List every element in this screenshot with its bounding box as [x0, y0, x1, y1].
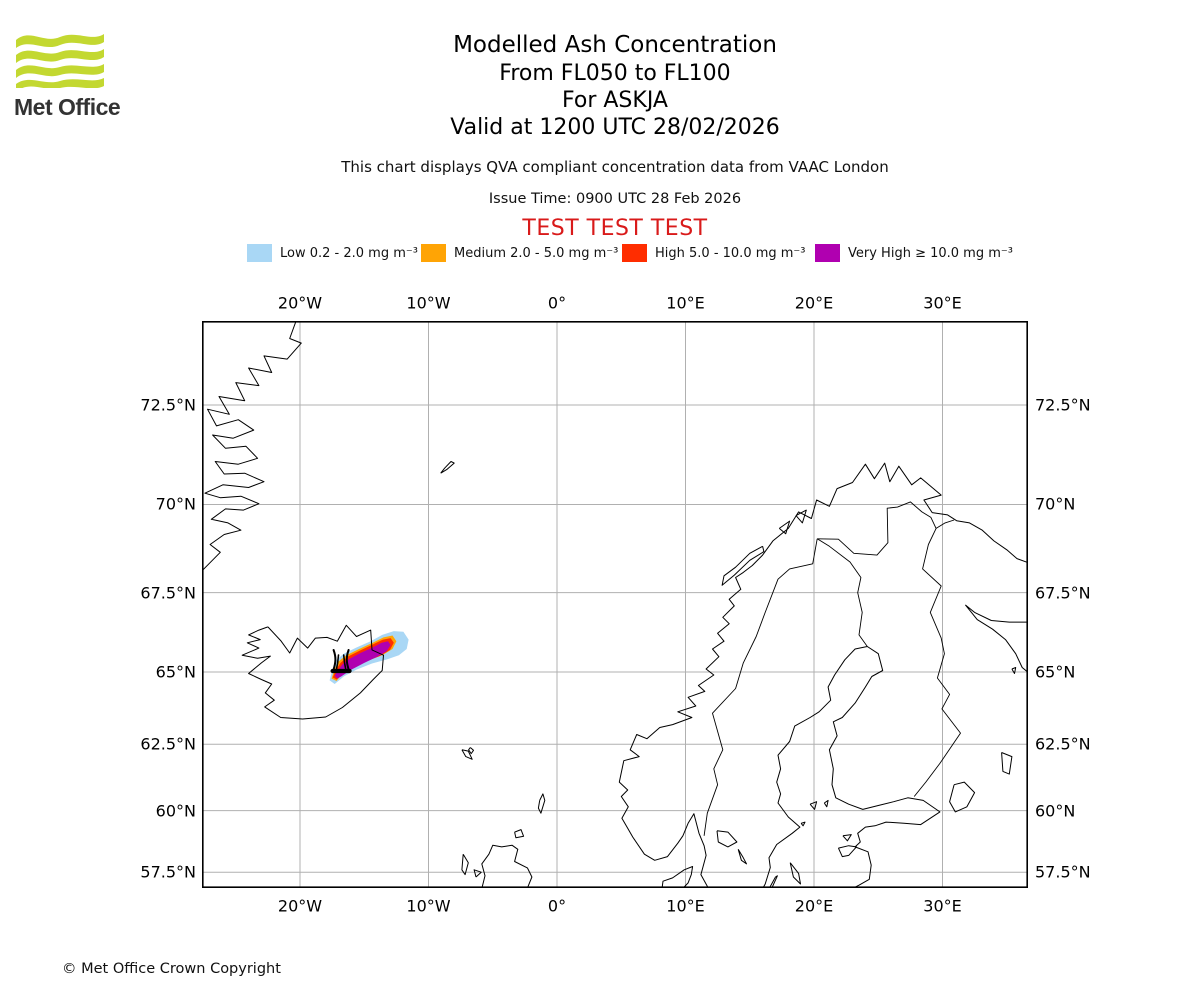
coastline	[537, 793, 546, 814]
title-block: Modelled Ash Concentration From FL050 to…	[202, 30, 1028, 141]
lat-tick-left: 60°N	[155, 801, 196, 821]
coastline	[800, 821, 806, 827]
lon-tick-top: 10°W	[406, 293, 451, 313]
coastline	[440, 461, 455, 474]
lat-tick-right: 65°N	[1035, 662, 1076, 682]
coastline	[768, 875, 778, 888]
coastline	[842, 834, 852, 842]
coastline	[618, 462, 1028, 888]
lon-tick-top: 10°E	[666, 293, 705, 313]
legend-swatch-high	[622, 244, 647, 262]
lat-tick-left: 57.5°N	[140, 862, 196, 882]
coastline	[949, 781, 976, 813]
country-border	[913, 528, 961, 797]
coastlines	[202, 321, 1028, 888]
lon-tick-bottom: 30°E	[923, 896, 962, 916]
legend-label-high: High 5.0 - 10.0 mg m⁻³	[655, 246, 806, 261]
country-border	[817, 501, 955, 556]
coastline	[737, 849, 747, 865]
coastline	[202, 321, 302, 572]
ash-plume-layers	[329, 631, 409, 684]
country-border	[703, 538, 818, 836]
coastline	[721, 545, 765, 586]
coastline	[823, 799, 829, 808]
lat-tick-right: 60°N	[1035, 801, 1076, 821]
graticule-grid	[202, 321, 1028, 888]
lon-tick-top: 30°E	[923, 293, 962, 313]
map-canvas	[202, 321, 1028, 888]
coastline	[778, 520, 791, 535]
coastline	[473, 869, 482, 878]
volcano-marker	[330, 649, 352, 674]
lon-tick-bottom: 10°E	[666, 896, 705, 916]
chart-title: Modelled Ash Concentration	[453, 32, 777, 58]
coastline	[965, 604, 1028, 673]
map-frame	[202, 321, 1028, 888]
legend-swatch-medium	[421, 244, 446, 262]
lon-tick-bottom: 0°	[547, 896, 567, 916]
coastline	[762, 646, 941, 888]
issue-time: Issue Time: 0900 UTC 28 Feb 2026	[488, 191, 742, 207]
lat-tick-right: 72.5°N	[1035, 395, 1091, 415]
test-banner: TEST TEST TEST	[522, 216, 708, 241]
logo-waves	[16, 34, 104, 92]
coastline	[1011, 667, 1017, 674]
lon-tick-top: 20°W	[277, 293, 323, 313]
volcano-subtitle: For ASKJA	[562, 88, 668, 113]
flight-levels-subtitle: From FL050 to FL100	[499, 61, 731, 86]
lat-tick-right: 57.5°N	[1035, 862, 1091, 882]
coastline	[514, 829, 525, 839]
volcano-symbol-askja	[330, 649, 352, 674]
met-office-logo: Met Office	[14, 26, 134, 121]
legend-swatch-very_high	[815, 244, 840, 262]
legend-label-very_high: Very High ≥ 10.0 mg m⁻³	[848, 246, 1013, 261]
coastline	[1001, 752, 1013, 775]
country-borders	[703, 501, 961, 836]
lat-tick-left: 70°N	[155, 494, 196, 514]
coastline	[789, 862, 801, 885]
coastline	[461, 853, 469, 876]
lat-tick-left: 62.5°N	[140, 734, 196, 754]
lon-tick-bottom: 20°E	[794, 896, 834, 916]
lat-tick-right: 67.5°N	[1035, 583, 1091, 603]
met-office-logo-text: Met Office	[14, 94, 121, 120]
lat-tick-left: 65°N	[155, 662, 196, 682]
coastline	[461, 749, 473, 760]
valid-time-subtitle: Valid at 1200 UTC 28/02/2026	[450, 115, 780, 140]
coastline	[241, 624, 384, 720]
coastline	[837, 845, 857, 858]
legend-swatch-low	[247, 244, 272, 262]
lat-tick-left: 72.5°N	[140, 395, 196, 415]
legend-label-medium: Medium 2.0 - 5.0 mg m⁻³	[454, 246, 619, 261]
lon-tick-top: 0°	[547, 293, 567, 313]
copyright-text: © Met Office Crown Copyright	[62, 961, 281, 977]
coastline	[661, 866, 694, 888]
legend-label-low: Low 0.2 - 2.0 mg m⁻³	[280, 246, 418, 261]
lon-tick-top: 20°E	[794, 293, 834, 313]
coastline	[809, 801, 818, 810]
lon-tick-bottom: 20°W	[277, 896, 323, 916]
lon-tick-bottom: 10°W	[406, 896, 451, 916]
coastline	[468, 747, 474, 755]
lat-tick-right: 70°N	[1035, 494, 1076, 514]
lat-tick-left: 67.5°N	[140, 583, 196, 603]
coastline	[795, 509, 807, 524]
country-border	[816, 538, 868, 647]
coastline	[481, 844, 533, 888]
lat-tick-right: 62.5°N	[1035, 734, 1091, 754]
qva-compliance-note: This chart displays QVA compliant concen…	[341, 158, 889, 176]
met-office-waves-icon	[16, 34, 104, 92]
coastline	[716, 830, 738, 848]
